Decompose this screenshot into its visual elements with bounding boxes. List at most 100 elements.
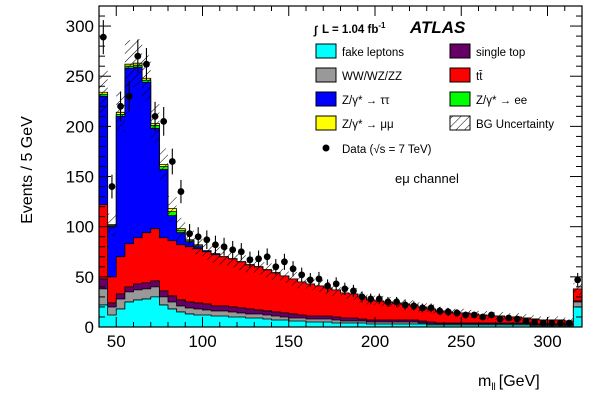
legend: fake leptons single top WW/WZ/ZZ tt̄ Z/γ* → … [315, 43, 554, 156]
data-point [548, 319, 556, 327]
uncertainty-bin [124, 40, 134, 89]
y-tick-label: 300 [66, 17, 94, 36]
data-point [186, 230, 193, 238]
legend-swatch-ttbar [449, 67, 471, 83]
data-point [229, 246, 237, 254]
data-point [332, 280, 340, 288]
data-point [496, 315, 504, 323]
data-point [531, 318, 538, 326]
data-point [341, 285, 349, 293]
data-point [427, 304, 435, 312]
uncertainty-bin [219, 248, 229, 266]
legend-label: Z/γ* → μμ [342, 119, 394, 131]
x-axis-label: mll [GeV] [478, 373, 540, 393]
y-tick-label: 100 [66, 218, 94, 237]
data-point [479, 313, 487, 321]
data-point [177, 188, 185, 195]
uncertainty-bin [262, 262, 272, 278]
uncertainty-bin [573, 282, 582, 295]
data-point [375, 295, 383, 303]
uncertainty-bin [228, 250, 237, 268]
legend-label: Z/γ* → ττ [342, 95, 390, 107]
data-point [488, 311, 495, 319]
y-tick-label: 50 [75, 268, 94, 287]
data-point [237, 248, 245, 256]
data-point [168, 158, 176, 165]
legend-label: WW/WZ/ZZ [342, 71, 402, 83]
x-tick-label: 100 [188, 332, 216, 351]
data-point [117, 102, 124, 110]
uncertainty-bin [99, 70, 108, 115]
data-point [194, 233, 202, 241]
data-point [315, 275, 323, 283]
uncertainty-bin [107, 213, 117, 236]
data-point [272, 263, 280, 271]
data-point [557, 319, 564, 327]
data-point [393, 298, 400, 306]
x-tick-label: 300 [533, 332, 561, 351]
y-tick-label: 250 [66, 67, 94, 86]
data-point [134, 52, 142, 60]
data-point [522, 317, 530, 325]
x-tick-label: 150 [275, 332, 303, 351]
legend-swatch-singletop [449, 43, 471, 59]
x-tick-label: 200 [361, 332, 389, 351]
data-point [565, 319, 573, 327]
legend-label: Data (√s = 7 TeV) [342, 143, 432, 156]
data-point [143, 60, 150, 68]
legend-swatch-fake [315, 43, 337, 59]
data-point [99, 33, 107, 41]
uncertainty-bin [168, 196, 177, 222]
uncertainty-bin [237, 253, 246, 271]
data-point [419, 304, 426, 312]
legend-swatch-diboson [315, 67, 337, 83]
y-tick-label: 150 [66, 168, 94, 187]
data-point [539, 319, 547, 327]
legend-label: single top [476, 47, 525, 59]
y-tick-label: 200 [66, 117, 94, 136]
data-point [384, 298, 392, 306]
legend-label: tt̄ [476, 71, 483, 83]
uncertainty-bin [202, 241, 212, 260]
axis-ticks: 50 100 150 200 250 300 0 50 100 150 200 250 300 [66, 5, 583, 351]
data-point [367, 295, 375, 303]
data-point [289, 265, 297, 273]
y-axis-label: Events / 5 GeV [19, 116, 36, 224]
data-point [358, 293, 366, 301]
data-point [505, 314, 513, 322]
data-point [298, 271, 306, 279]
channel-label: eμ channel [395, 171, 459, 186]
uncertainty-bin [159, 148, 168, 181]
lumi-label: L = 1.04 fb-1 [322, 21, 386, 36]
data-point [350, 287, 357, 295]
data-point [263, 253, 271, 261]
data-point [203, 236, 211, 244]
legend-swatch-zmumu [315, 115, 337, 131]
legend-label: Z/γ* → ee [476, 95, 527, 107]
data-point [470, 311, 478, 319]
uncertainty-bin [314, 279, 324, 293]
data-point [220, 243, 228, 251]
data-point [444, 308, 452, 316]
data-point [436, 307, 444, 315]
data-point [108, 183, 116, 190]
data-point [125, 92, 133, 100]
data-point [462, 311, 469, 319]
uncertainty-bin [176, 217, 186, 240]
y-tick-label: 0 [85, 318, 94, 337]
data-point [453, 309, 461, 317]
legend-swatch-zee [449, 91, 471, 107]
uncertainty-bin [288, 271, 298, 286]
data-point [410, 302, 418, 310]
atlas-label: ATLAS [409, 18, 466, 37]
data-point [513, 315, 521, 323]
data-point [281, 258, 288, 266]
stack-fake [98, 296, 583, 328]
uncertainty-bin [280, 268, 289, 283]
integral-sign: ∫ [313, 25, 319, 37]
legend-label: fake leptons [342, 47, 404, 59]
data-point [160, 117, 168, 125]
data-point [212, 241, 219, 249]
data-point [151, 112, 159, 120]
